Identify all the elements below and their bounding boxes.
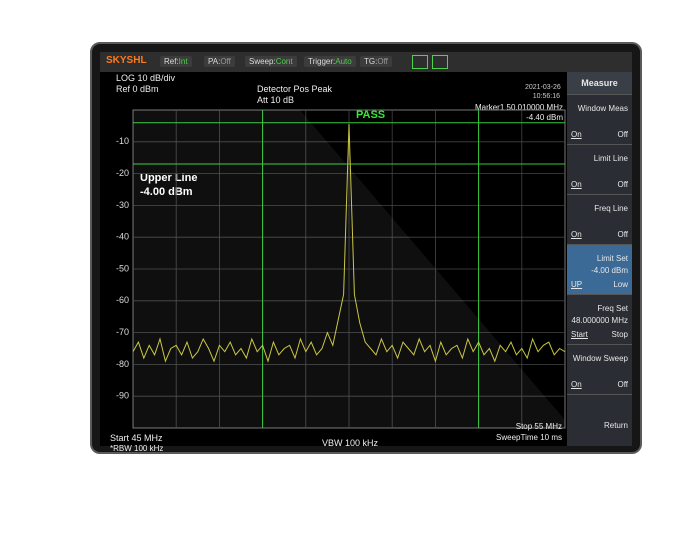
- field-label: Trigger:: [308, 57, 336, 66]
- y-tick-label: -80: [116, 359, 129, 369]
- brand: SKYSHL: [106, 55, 147, 66]
- menu-option: On: [571, 130, 582, 139]
- limit-value: -4.00 dBm: [140, 186, 193, 198]
- menu-item[interactable]: Window Meas On Off: [567, 94, 632, 145]
- y-tick-label: -40: [116, 232, 129, 242]
- field-label: PA:: [208, 57, 221, 66]
- menu-label: Freq Set: [597, 304, 628, 313]
- menu-option: On: [571, 180, 582, 189]
- menu-item[interactable]: Limit Line On Off: [567, 144, 632, 195]
- field-value: Off: [220, 57, 231, 66]
- menu-option: On: [571, 380, 582, 389]
- status-field[interactable]: Ref:Int: [160, 56, 192, 67]
- menu-label: Limit Line: [593, 154, 628, 163]
- time: 10:56:16: [532, 93, 560, 100]
- soft-menu: Measure Window Meas On Off Limit Line On Off F…: [567, 72, 632, 446]
- field-value: Int: [178, 57, 188, 66]
- menu-option: Stop: [611, 330, 628, 339]
- menu-title: Measure: [567, 72, 632, 94]
- field-value: Auto: [335, 57, 352, 66]
- network-icon: [412, 55, 428, 69]
- trace: [132, 123, 566, 363]
- menu-option: Start: [571, 330, 588, 339]
- rbw: *RBW 100 kHz: [110, 444, 164, 453]
- status-field[interactable]: Sweep:Cont: [245, 56, 297, 67]
- field-label: Ref:: [164, 57, 179, 66]
- screen-glare: [133, 110, 565, 428]
- menu-item[interactable]: Freq Set 48.000000 MHz Start Stop: [567, 294, 632, 345]
- y-tick-label: -20: [116, 168, 129, 178]
- menu-value: 48.000000 MHz: [571, 316, 628, 325]
- menu-label: Window Meas: [577, 104, 628, 113]
- menu-label: Window Sweep: [572, 354, 628, 363]
- y-tick-label: -50: [116, 263, 129, 273]
- stop-freq: Stop 55 MHz: [515, 422, 562, 431]
- field-label: Sweep:: [249, 57, 276, 66]
- scale-info: LOG 10 dB/div: [116, 73, 176, 83]
- menu-option: Off: [617, 130, 628, 139]
- menu-option: On: [571, 230, 582, 239]
- screen: [100, 72, 567, 446]
- menu-label: Freq Line: [594, 204, 628, 213]
- menu-option: Off: [617, 380, 628, 389]
- field-value: Cont: [275, 57, 293, 66]
- start-freq: Start 45 MHz: [110, 433, 163, 443]
- att-info: Att 10 dB: [257, 95, 295, 105]
- y-tick-label: -10: [116, 136, 129, 146]
- menu-label: Return: [603, 421, 628, 430]
- status-field[interactable]: TG:Off: [360, 56, 392, 67]
- menu-item[interactable]: Limit Set -4.00 dBm UP Low: [567, 244, 632, 295]
- y-tick-label: -30: [116, 200, 129, 210]
- field-label: TG:: [364, 57, 378, 66]
- status-field[interactable]: PA:Off: [204, 56, 235, 67]
- marker-level: -4.40 dBm: [526, 113, 563, 122]
- vbw: VBW 100 kHz: [322, 438, 379, 448]
- menu-option: Low: [613, 280, 628, 289]
- detector-info: Detector Pos Peak: [257, 84, 333, 94]
- pass-verdict: PASS: [356, 109, 386, 121]
- limit-name: Upper Line: [140, 172, 198, 184]
- status-field[interactable]: Trigger:Auto: [304, 56, 356, 67]
- menu-item[interactable]: Freq Line On Off: [567, 194, 632, 245]
- menu-option: Off: [617, 230, 628, 239]
- menu-item[interactable]: Return: [567, 394, 632, 445]
- field-value: Off: [377, 57, 388, 66]
- y-tick-label: -60: [116, 295, 129, 305]
- menu-item[interactable]: Window Sweep On Off: [567, 344, 632, 395]
- date: 2021-03-26: [525, 84, 561, 91]
- menu-label: Limit Set: [596, 254, 628, 263]
- menu-value: -4.00 dBm: [591, 266, 628, 275]
- y-tick-label: -70: [116, 327, 129, 337]
- menu-option: UP: [571, 280, 583, 289]
- menu-option: Off: [617, 180, 628, 189]
- y-tick-label: -90: [116, 391, 129, 401]
- chart-icon: [432, 55, 448, 69]
- ref-info: Ref 0 dBm: [116, 84, 159, 94]
- sweep-time: SweepTime 10 ms: [496, 433, 562, 442]
- marker-info: Marker1 50.010000 MHz: [474, 103, 563, 112]
